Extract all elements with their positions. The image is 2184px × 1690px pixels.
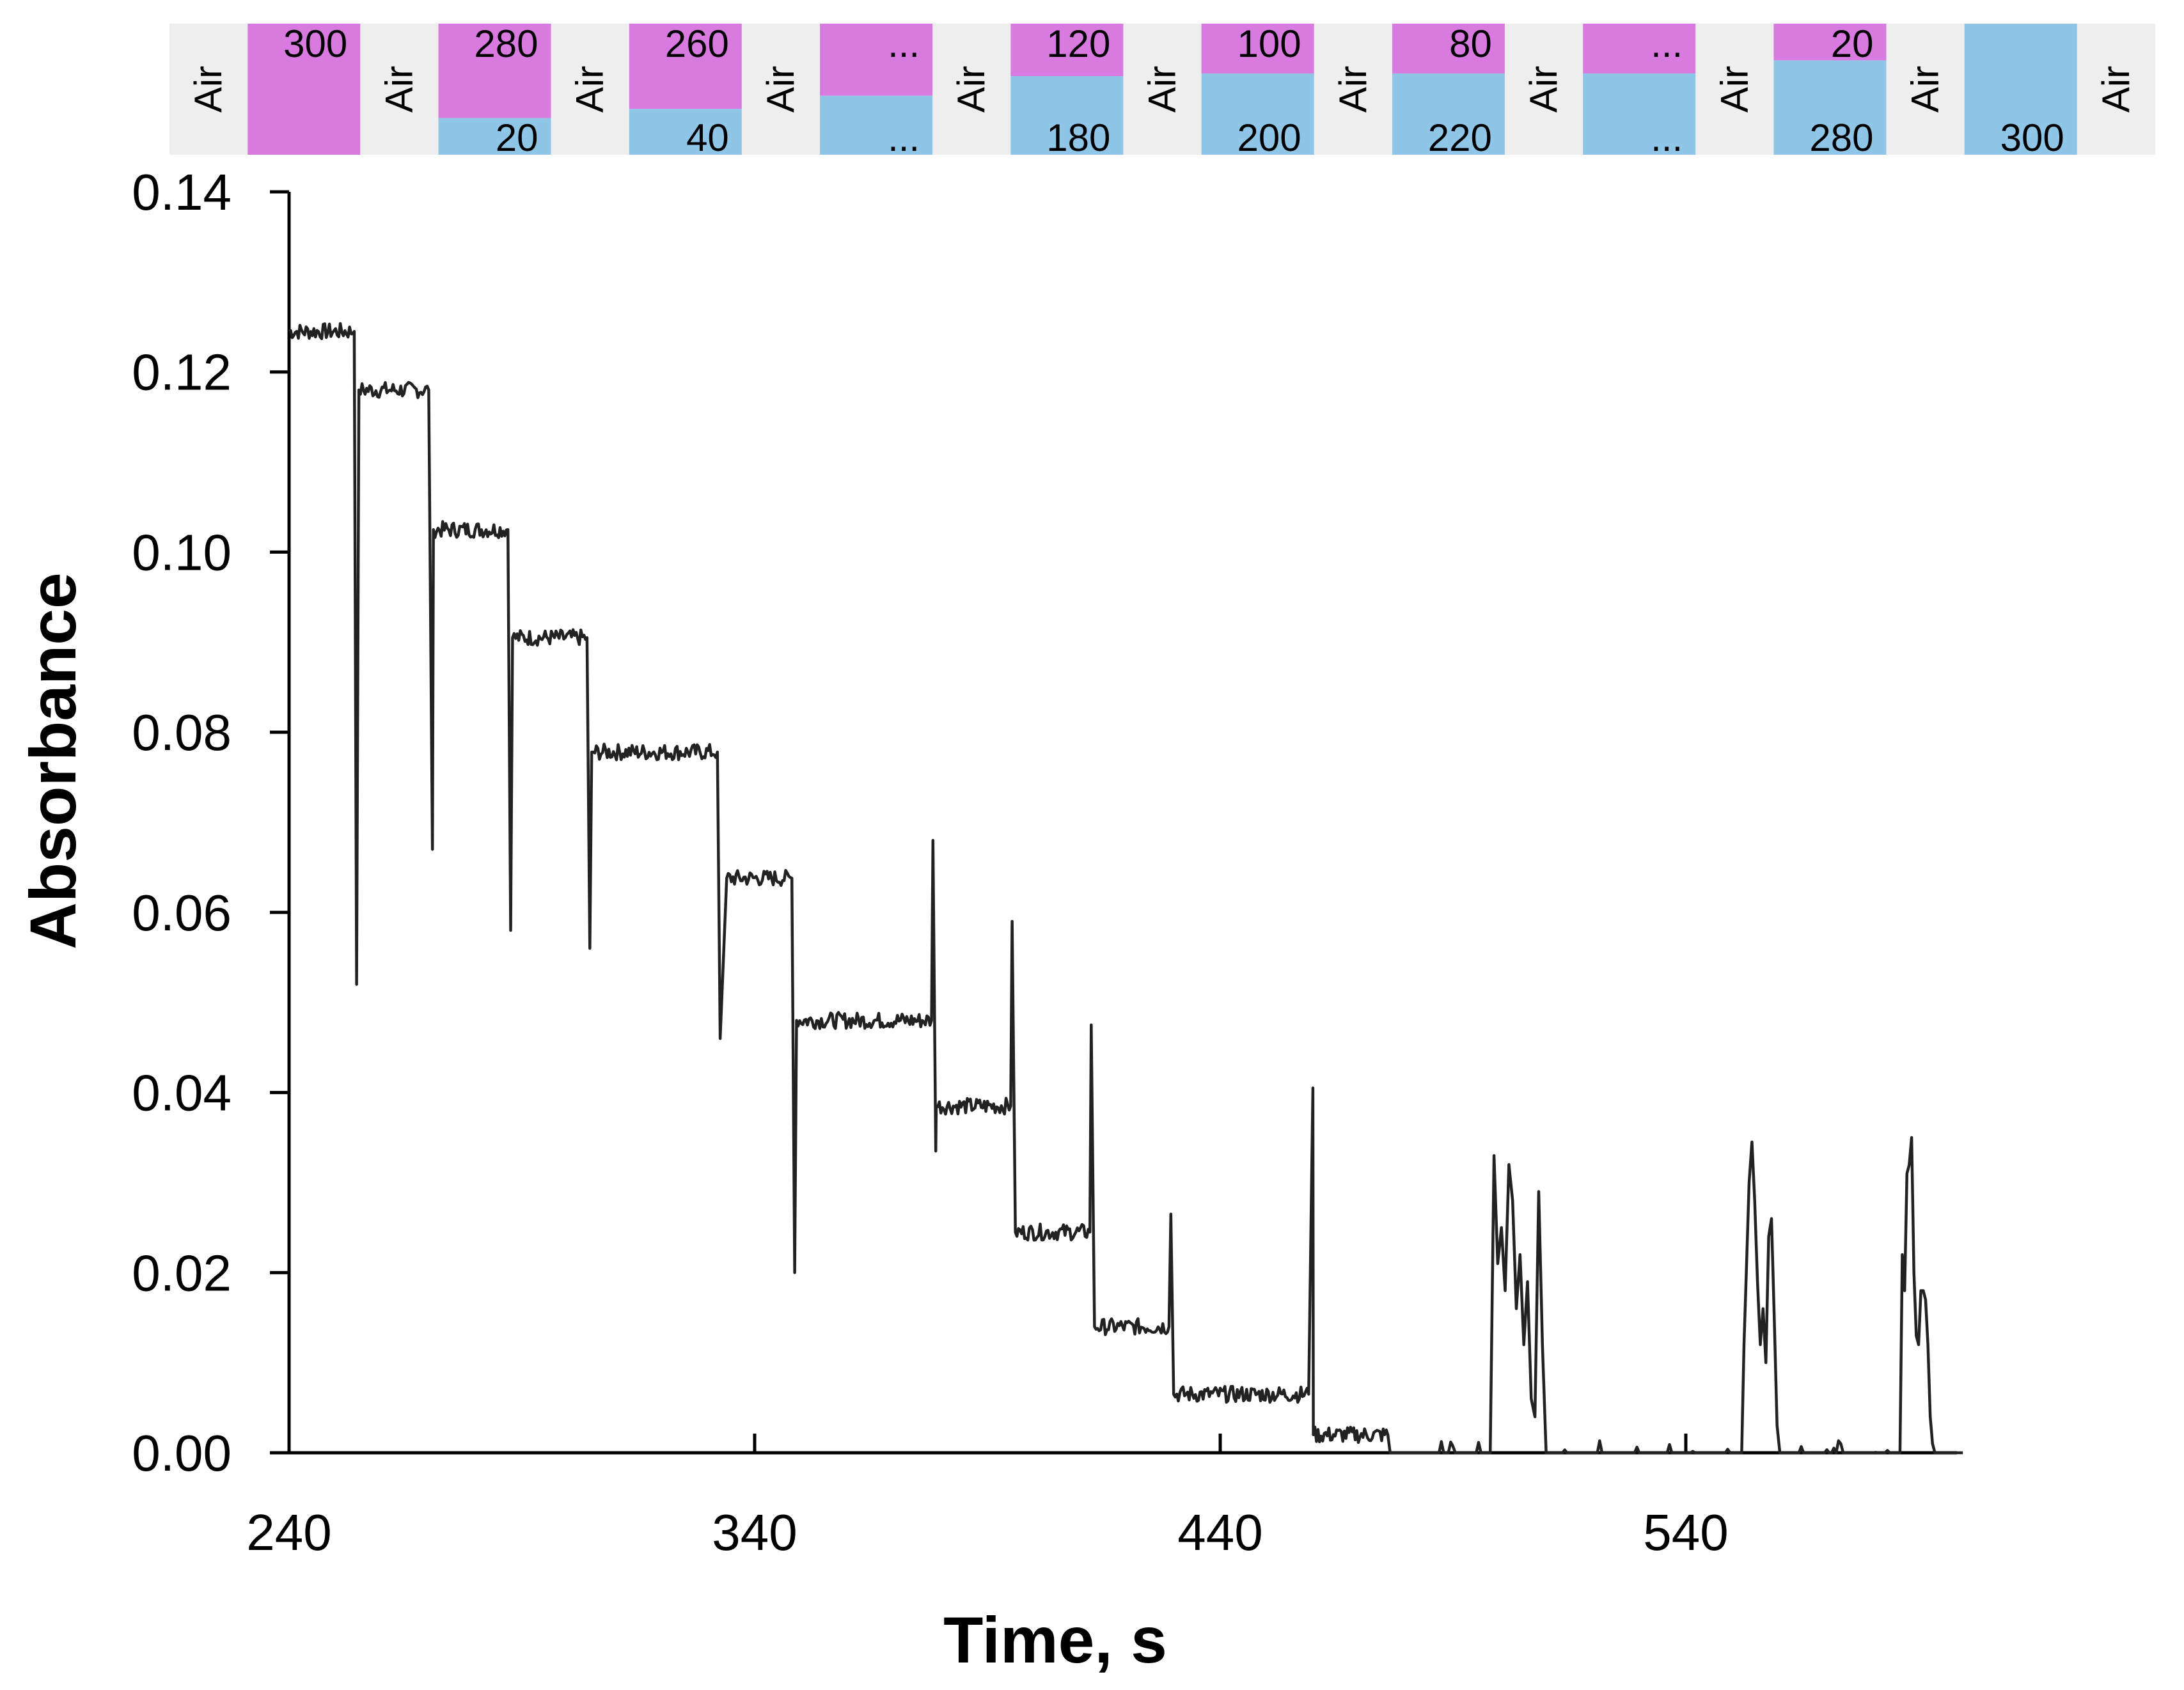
sample-segment-bottom [1201,73,1314,155]
y-axis-title: Absorbance [17,572,90,950]
sample-segment-top [1201,24,1314,74]
y-tick-label: 0.00 [132,1425,232,1482]
sample-segment-bottom [629,109,742,155]
sample-segment-top [629,24,742,109]
sample-top-label: ... [1651,22,1683,65]
air-segment-label: Air [759,66,802,113]
sample-segment-bottom [1010,76,1124,155]
sample-bottom-label: 220 [1428,116,1492,159]
air-segment-label: Air [1713,66,1756,113]
sample-composition-strip: Air 300 Air 280 20 Air 260 40 Air...... Air 120 180… [169,22,2155,159]
sample-segment-bottom [1583,73,1696,155]
sample-top-label: 280 [474,22,538,65]
y-tick-label: 0.14 [132,164,232,221]
air-segment-label: Air [950,66,993,113]
x-axis-ticks: 240 340 440 540 [246,1434,1729,1561]
sample-segment-bottom [820,95,933,155]
sample-segment-bottom [1773,60,1887,155]
air-segment-label: Air [1522,66,1565,113]
sample-segment-top [1010,24,1124,76]
sample-bottom-label: 180 [1046,116,1110,159]
air-segment-label: Air [1904,66,1947,113]
y-tick-label: 0.10 [132,524,232,581]
sample-top-label: 100 [1237,22,1301,65]
sample-segment-top [1392,24,1505,74]
sample-segment-top [820,24,933,96]
x-axis-title: Time, s [943,1604,1167,1677]
sample-top-label: 260 [665,22,729,65]
air-segment-label: Air [1141,66,1184,113]
sample-segment-top [1583,24,1696,74]
air-segment-label: Air [569,66,611,113]
sample-bottom-label: 300 [2000,116,2064,159]
x-tick-label: 440 [1177,1504,1262,1561]
x-tick-label: 340 [712,1504,797,1561]
sample-top-label: 80 [1449,22,1492,65]
air-segment-label: Air [187,66,230,113]
sample-segment-top [438,24,551,118]
sample-top-label: 20 [1831,22,1874,65]
x-tick-label: 240 [246,1504,331,1561]
sample-bottom-label: 280 [1809,116,1873,159]
air-segment-label: Air [2094,66,2137,113]
chart-axes: 240 340 440 540 0.00 0.02 0.04 0.06 0.08 0.10 0.1… [132,164,1957,1561]
y-tick-label: 0.02 [132,1244,232,1301]
sample-bottom-label: 20 [496,116,538,159]
sample-bottom-label: 40 [686,116,729,159]
x-tick-label: 540 [1643,1504,1728,1561]
air-segment-label: Air [377,66,420,113]
sample-bottom-label: 200 [1237,116,1301,159]
sample-segment-bottom [1964,24,2077,155]
air-segment-label: Air [1332,66,1374,113]
absorbance-trace [288,322,1963,1455]
y-tick-label: 0.08 [132,704,232,761]
y-tick-label: 0.06 [132,884,232,941]
sample-segment-top [1773,24,1887,61]
sample-top-label: 300 [283,22,347,65]
sample-bottom-label: ... [888,116,920,159]
y-tick-label: 0.04 [132,1065,232,1122]
sample-segment-bottom [438,118,551,155]
sample-top-label: ... [888,22,920,65]
sample-segment-bottom [1392,73,1505,155]
sample-bottom-label: ... [1651,116,1683,159]
sample-segment-top [247,24,361,155]
y-tick-label: 0.12 [132,344,232,401]
sample-top-label: 120 [1046,22,1110,65]
y-axis-ticks: 0.00 0.02 0.04 0.06 0.08 0.10 0.12 0.14 [132,164,289,1482]
